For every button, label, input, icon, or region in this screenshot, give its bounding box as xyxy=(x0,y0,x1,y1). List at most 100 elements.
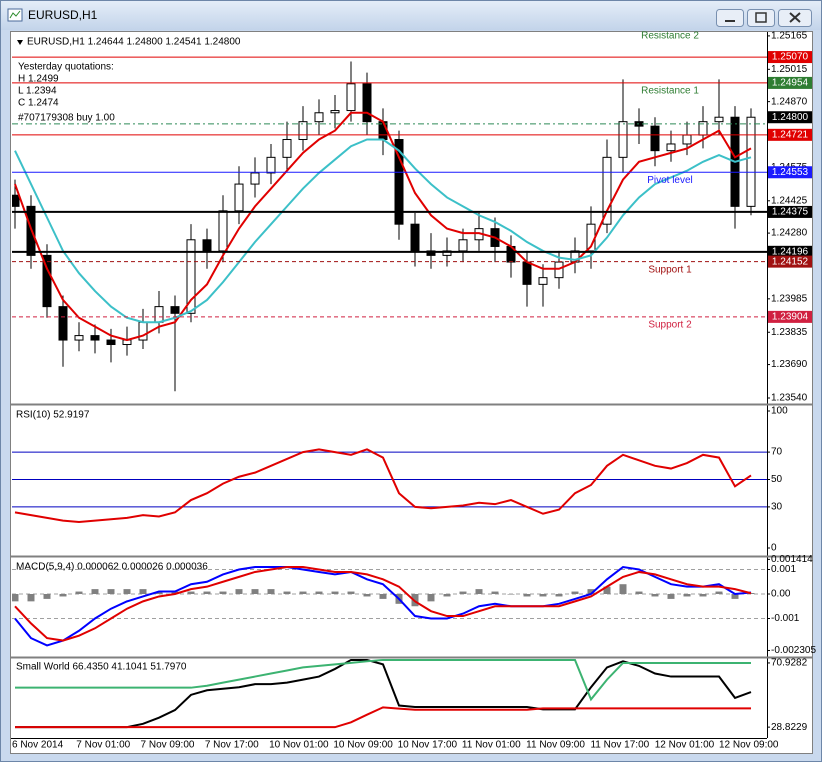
indicator-line xyxy=(14,138,752,324)
maximize-button[interactable] xyxy=(747,9,775,27)
candle-body xyxy=(266,156,276,174)
candle-body xyxy=(170,306,180,314)
candle-body xyxy=(74,335,84,341)
histogram-bar xyxy=(75,591,83,595)
y-tick-label: 50 xyxy=(771,474,783,485)
histogram-bar xyxy=(43,594,51,599)
histogram-bar xyxy=(123,589,131,595)
histogram-bar xyxy=(539,594,547,597)
histogram-bar xyxy=(603,586,611,595)
candle-body xyxy=(714,116,724,123)
y-tick-label: 1.24425 xyxy=(771,195,808,206)
candle-body xyxy=(234,183,244,212)
y-tick-label: 1.23835 xyxy=(771,327,808,338)
histogram-bar xyxy=(635,591,643,595)
candle-body xyxy=(394,139,404,225)
histogram-bar xyxy=(171,591,179,595)
histogram-bar xyxy=(731,594,739,599)
price-label-box xyxy=(768,111,812,124)
y-tick-label: 1.23690 xyxy=(771,359,808,370)
y-tick-label: 1.24280 xyxy=(771,228,808,239)
price-label-box xyxy=(768,255,812,268)
indicator-line xyxy=(14,448,752,523)
histogram-bar xyxy=(619,584,627,595)
candle-body xyxy=(618,121,628,158)
price-label-box xyxy=(768,310,812,323)
indicator-line xyxy=(14,111,752,342)
histogram-bar xyxy=(203,591,211,595)
level-text: Resistance 1 xyxy=(641,86,699,97)
histogram-bar xyxy=(555,594,563,597)
histogram-bar xyxy=(139,589,147,595)
minimize-button[interactable] xyxy=(716,9,744,27)
price-label-box xyxy=(768,76,812,89)
plot-candlestick xyxy=(12,61,756,392)
histogram-bar xyxy=(187,591,195,595)
histogram-bar xyxy=(363,594,371,597)
candle-body xyxy=(42,254,52,308)
panel-title: RSI(10) 52.9197 xyxy=(16,410,90,421)
time-label: 11 Nov 01:00 xyxy=(462,740,521,751)
candle-body xyxy=(458,239,468,252)
price-label: 1.23904 xyxy=(772,312,809,323)
time-label: 11 Nov 09:00 xyxy=(526,740,585,751)
histogram-bar xyxy=(283,591,291,595)
price-label-box xyxy=(768,205,812,218)
histogram-bar xyxy=(331,591,339,595)
title-bar xyxy=(1,1,821,30)
histogram-bar xyxy=(155,591,163,595)
y-tick-label: 70 xyxy=(771,447,783,458)
y-tick-label: 1.23985 xyxy=(771,293,808,304)
histogram-bar xyxy=(251,589,259,595)
time-label: 7 Nov 09:00 xyxy=(141,740,195,751)
indicator-line xyxy=(14,566,752,647)
time-label: 7 Nov 17:00 xyxy=(205,740,259,751)
candle-body xyxy=(12,194,20,207)
histogram-bar xyxy=(27,594,35,602)
indicator-line xyxy=(15,706,751,729)
time-label: 12 Nov 01:00 xyxy=(655,740,715,751)
candle-body xyxy=(202,239,212,252)
candle-body xyxy=(666,143,676,152)
price-label: 1.24553 xyxy=(772,167,809,178)
y-tick-label: 28.8229 xyxy=(771,722,808,733)
price-label: 1.24196 xyxy=(772,246,809,257)
panel-title: Small World 66.4350 41.1041 51.7970 xyxy=(16,662,187,673)
y-tick-label: -0.002305 xyxy=(771,645,816,656)
histogram-bar xyxy=(347,591,355,595)
candle-body xyxy=(106,339,116,346)
histogram-bar xyxy=(715,591,723,595)
histogram-bar xyxy=(427,594,435,602)
histogram-bar xyxy=(219,591,227,595)
candle-body xyxy=(90,335,100,341)
plot-combo xyxy=(12,566,767,647)
price-label: 1.24375 xyxy=(772,207,809,218)
histogram-bar xyxy=(107,589,115,595)
histogram-bar xyxy=(667,594,675,599)
plot-line xyxy=(15,658,752,729)
candle-body xyxy=(330,110,340,114)
plot-line xyxy=(12,448,767,523)
y-tick-label: 1.25015 xyxy=(771,64,808,75)
y-tick-label: 1.25165 xyxy=(771,31,808,42)
time-label: 6 Nov 2014 xyxy=(12,740,64,751)
histogram-bar xyxy=(491,591,499,595)
candle-body xyxy=(554,261,564,279)
candle-body xyxy=(186,239,196,314)
histogram-bar xyxy=(267,589,275,595)
time-label: 11 Nov 17:00 xyxy=(590,740,649,751)
candle-body xyxy=(250,172,260,185)
histogram-bar xyxy=(235,589,243,595)
info-text: Yesterday quotations: xyxy=(18,62,114,73)
info-text: H 1.2499 xyxy=(18,74,59,85)
candle-body xyxy=(282,139,292,158)
close-button[interactable] xyxy=(778,9,812,27)
level-text: Support 1 xyxy=(648,264,692,275)
y-tick-label: 0.001414 xyxy=(771,554,813,565)
candle-body xyxy=(362,83,372,123)
symbol-menu-arrow[interactable] xyxy=(17,40,23,45)
chart-area xyxy=(10,31,813,754)
candle-body xyxy=(602,156,612,225)
